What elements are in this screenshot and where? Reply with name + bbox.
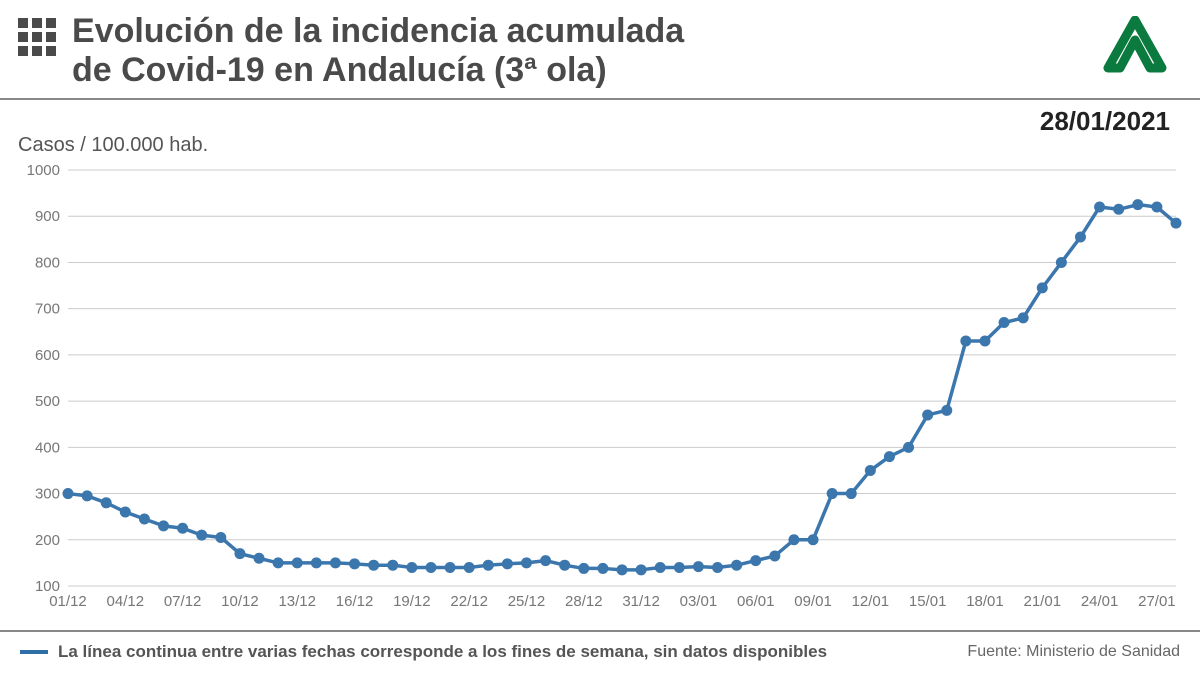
grid-icon xyxy=(18,18,56,56)
svg-text:400: 400 xyxy=(35,439,60,456)
legend-swatch xyxy=(20,650,48,654)
svg-text:300: 300 xyxy=(35,486,60,503)
svg-text:01/12: 01/12 xyxy=(49,593,87,610)
svg-text:07/12: 07/12 xyxy=(164,593,202,610)
svg-text:18/01: 18/01 xyxy=(966,593,1004,610)
svg-text:19/12: 19/12 xyxy=(393,593,431,610)
svg-text:31/12: 31/12 xyxy=(622,593,660,610)
svg-text:16/12: 16/12 xyxy=(336,593,374,610)
svg-text:1000: 1000 xyxy=(27,164,60,179)
svg-text:25/12: 25/12 xyxy=(508,593,546,610)
svg-text:800: 800 xyxy=(35,254,60,271)
footer: La línea continua entre varias fechas co… xyxy=(0,630,1200,674)
svg-text:24/01: 24/01 xyxy=(1081,593,1119,610)
chart-title: Evolución de la incidencia acumulada de … xyxy=(72,12,1100,90)
header: Evolución de la incidencia acumulada de … xyxy=(0,0,1200,100)
svg-text:04/12: 04/12 xyxy=(107,593,145,610)
title-line2: de Covid-19 en Andalucía (3ª ola) xyxy=(72,51,607,89)
y-axis-label: Casos / 100.000 hab. xyxy=(18,134,208,157)
report-date: 28/01/2021 xyxy=(0,100,1200,137)
svg-text:09/01: 09/01 xyxy=(794,593,832,610)
svg-text:22/12: 22/12 xyxy=(450,593,488,610)
chart-svg: 100200300400500600700800900100001/1204/1… xyxy=(18,164,1182,614)
svg-text:200: 200 xyxy=(35,532,60,549)
svg-text:15/01: 15/01 xyxy=(909,593,947,610)
line-chart: 100200300400500600700800900100001/1204/1… xyxy=(18,164,1182,614)
svg-text:500: 500 xyxy=(35,393,60,410)
svg-text:700: 700 xyxy=(35,301,60,318)
svg-text:28/12: 28/12 xyxy=(565,593,603,610)
svg-text:21/01: 21/01 xyxy=(1024,593,1062,610)
andalucia-logo xyxy=(1100,16,1170,76)
svg-text:03/01: 03/01 xyxy=(680,593,718,610)
source-text: Fuente: Ministerio de Sanidad xyxy=(967,643,1180,661)
svg-text:900: 900 xyxy=(35,208,60,225)
svg-text:600: 600 xyxy=(35,347,60,364)
svg-text:13/12: 13/12 xyxy=(278,593,316,610)
title-line1: Evolución de la incidencia acumulada xyxy=(72,12,684,50)
legend-text: La línea continua entre varias fechas co… xyxy=(58,642,967,662)
svg-text:12/01: 12/01 xyxy=(852,593,890,610)
svg-text:10/12: 10/12 xyxy=(221,593,259,610)
svg-text:06/01: 06/01 xyxy=(737,593,775,610)
svg-text:27/01: 27/01 xyxy=(1138,593,1176,610)
